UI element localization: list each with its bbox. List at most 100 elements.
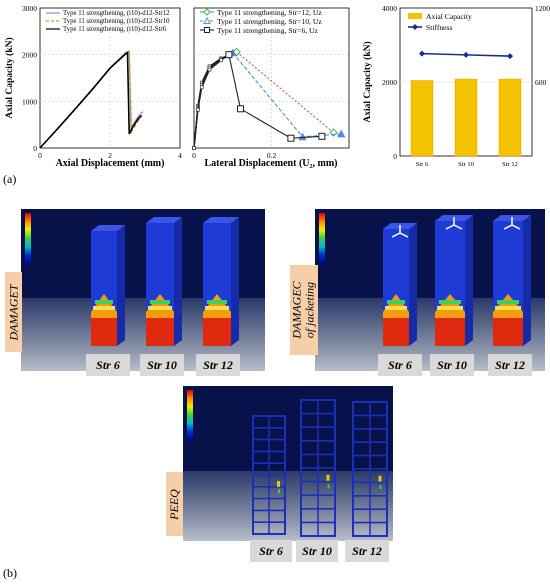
chart3-stiffness-point xyxy=(419,50,425,57)
peeq-spot xyxy=(326,474,330,481)
chart3-bar xyxy=(410,80,434,157)
sim-peeq xyxy=(183,386,393,541)
damage-zone xyxy=(495,306,521,310)
load-arrow xyxy=(511,224,521,230)
chart2-xlabel: Lateral Displacement (U₂, mm) xyxy=(205,158,338,169)
chart2-point xyxy=(199,85,204,90)
peeq-label: PEEQ xyxy=(166,472,183,536)
chart2-legend-entry: Type 11 strengthening, Str=10, Uz xyxy=(217,17,322,26)
chart2-xtick: 0.2 xyxy=(267,151,277,160)
chart2-point xyxy=(225,51,233,59)
load-arrow xyxy=(399,232,409,238)
chart3-legend-entry: Axial Capacity xyxy=(426,12,472,21)
chart1-legend-entry: Type 11 strengthening, (t10)-d12-Str6 xyxy=(63,26,167,33)
chart3-xtick: Str 10 xyxy=(458,161,474,168)
chart1-ytick: 2000 xyxy=(22,51,37,60)
chart1-ytick: 3000 xyxy=(22,4,37,13)
chart3-stiffness-point xyxy=(463,51,469,58)
peeq-spot xyxy=(379,485,382,490)
peeq-spot xyxy=(277,489,280,494)
load-arrow xyxy=(503,224,513,230)
contour-legend-2 xyxy=(319,213,345,263)
peeq-spot xyxy=(327,484,330,489)
chart3-legend-swatch xyxy=(408,13,422,19)
chart2-point xyxy=(196,107,200,112)
chart1-series-line xyxy=(39,51,143,149)
damage-zone xyxy=(385,306,407,310)
load-arrow xyxy=(391,232,401,238)
column-side xyxy=(231,217,239,346)
peeq-spot xyxy=(277,480,280,487)
chart-axial-displacement: 0 1000 2000 3000 0 2 4 Axial Displacement (mm)… xyxy=(4,4,182,169)
column-top xyxy=(146,217,182,223)
load-arrow xyxy=(453,224,463,230)
str-label-7: Str 6 xyxy=(250,540,292,562)
chart1-legend-entry: Type 11 strengthening, (t10)-d12-Str12 xyxy=(63,10,170,17)
chart3-xtick: Str 12 xyxy=(502,161,518,168)
chart2-series-line xyxy=(236,51,334,134)
column-side xyxy=(523,215,531,346)
str-label-5: Str 10 xyxy=(430,354,474,376)
peeq-spot xyxy=(378,475,382,482)
chart3-bar xyxy=(498,78,522,157)
chart3-legend-marker xyxy=(412,24,418,30)
chart1-xtick: 2 xyxy=(108,151,112,160)
str-label-6: Str 12 xyxy=(488,354,532,376)
str-label-1: Str 6 xyxy=(86,354,130,376)
chart2-legend-entry: Type 11 strengthening, Str=6, Uz xyxy=(217,26,319,35)
str-label-9: Str 12 xyxy=(345,540,389,562)
damage-zone xyxy=(148,306,172,310)
chart3-ylabel: Axial Capacity (kN) xyxy=(362,41,373,122)
chart2-point xyxy=(337,129,346,138)
chart2-point xyxy=(298,132,307,141)
damagec-label: DAMAGEC of jacketing xyxy=(290,265,318,355)
chart3-legend-entry: Stiffness xyxy=(426,23,452,32)
column-side xyxy=(174,217,182,346)
chart2-point xyxy=(219,58,223,63)
chart3-stiffness-point xyxy=(507,53,513,60)
chart3-ytick: 2000 xyxy=(382,78,397,87)
chart1-ylabel: Axial Capacity (kN) xyxy=(4,37,15,118)
damage-zone xyxy=(437,306,463,310)
chart2-point xyxy=(237,105,244,113)
column-top xyxy=(203,217,239,223)
chart2-legend-marker xyxy=(204,27,210,33)
chart1-legend-entry: Type 11 strengthening, (t10)-d12-Str10 xyxy=(63,18,170,25)
chart3-xtick: Str 6 xyxy=(416,161,429,168)
chart1-xtick: 0 xyxy=(38,151,42,160)
chart3-ytick: 0 xyxy=(393,152,397,161)
str-label-4: Str 6 xyxy=(378,354,422,376)
chart3-y2tick: 1200 xyxy=(535,4,550,13)
damage-zone xyxy=(387,300,405,304)
chart1-ytick: 0 xyxy=(33,144,37,153)
chart2-point xyxy=(287,134,295,142)
contour-legend xyxy=(25,213,51,263)
column-side xyxy=(117,225,125,346)
cage-models-peeq xyxy=(252,399,388,537)
damage-zone xyxy=(205,306,229,310)
str-label-3: Str 12 xyxy=(196,354,240,376)
sim-damagec xyxy=(315,209,545,371)
damage-zone xyxy=(207,300,227,304)
chart-capacity-stiffness: Str 6 Str 10 Str 12 0 2000 4000 600 1200 Axial… xyxy=(362,4,550,168)
chart-lateral-displacement: 0 0.2 Lateral Displacement (U₂, mm) Type … xyxy=(192,7,350,169)
chart1-xtick: 4 xyxy=(178,151,182,160)
chart2-legend-marker xyxy=(203,16,211,24)
chart2-point xyxy=(192,146,196,150)
column-models-damagec xyxy=(383,215,531,346)
sim-damaget xyxy=(21,209,265,371)
str-label-8: Str 10 xyxy=(296,540,338,562)
damaget-label: DAMAGET xyxy=(5,272,22,352)
chart3-ytick: 4000 xyxy=(382,4,397,13)
chart2-legend-entry: Type 11 strengthening, Str=12, Uz xyxy=(217,8,322,17)
damage-zone xyxy=(95,300,113,304)
panel-b-label: (b) xyxy=(3,566,17,580)
column-side xyxy=(409,223,417,346)
load-arrow xyxy=(445,224,455,230)
str-label-2: Str 10 xyxy=(140,354,184,376)
damage-zone xyxy=(150,300,170,304)
chart2-xtick: 0 xyxy=(192,151,196,160)
panel-a-label: (a) xyxy=(3,172,17,186)
chart3-bar xyxy=(454,78,478,157)
panel-a-charts: 0 1000 2000 3000 0 2 4 Axial Displacement (mm)… xyxy=(4,4,550,169)
